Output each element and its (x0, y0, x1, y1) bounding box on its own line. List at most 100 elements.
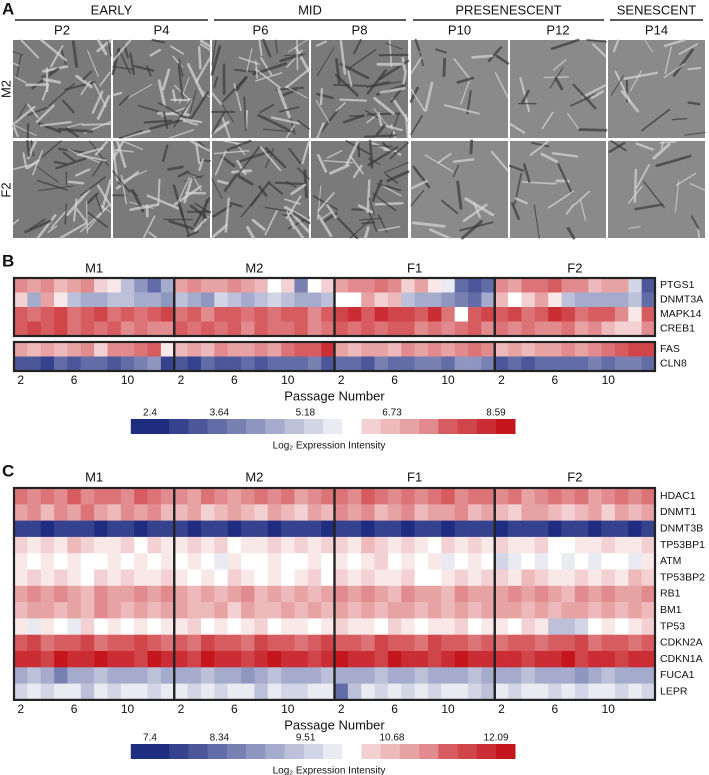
cell-streak (115, 171, 140, 190)
cell-streak (112, 65, 135, 71)
gene-label: FAS (660, 343, 680, 355)
heatmap-cell (361, 618, 375, 635)
heatmap-cell (67, 504, 82, 521)
heatmap-cell (614, 342, 629, 357)
heatmap-cell (561, 618, 576, 635)
heatmap-cell (334, 307, 349, 322)
heatmap-cell (120, 667, 135, 684)
cell-streak (471, 54, 494, 59)
x-tick-label: 2 (178, 373, 185, 387)
heatmap-cell (401, 536, 415, 554)
cell-streak (262, 128, 296, 133)
heatmap-cell (80, 356, 95, 372)
heatmap-cell (628, 683, 642, 701)
heatmap-cell (454, 585, 469, 603)
heatmap-cell (120, 602, 135, 619)
heatmap-cell (267, 634, 282, 652)
heatmap-cell (40, 278, 55, 293)
colorbar-step (361, 419, 381, 434)
heatmap-cell (14, 278, 28, 293)
heatmap-cell (307, 634, 322, 652)
cell-streak (158, 102, 188, 120)
colorbar-title: Log₂ Expression Intensity (273, 766, 386, 775)
heatmap-cell (187, 569, 202, 587)
heatmap-cell (134, 307, 148, 322)
heatmap-cell (80, 683, 95, 701)
cell-streak (633, 168, 638, 203)
heatmap-cell (254, 634, 269, 652)
cell-streak (167, 165, 184, 171)
cell-streak (75, 168, 91, 177)
heatmap-cell (601, 634, 616, 652)
heatmap-cell (241, 569, 255, 587)
heatmap-cell (174, 585, 188, 603)
heatmap-cell (641, 536, 656, 554)
heatmap-cell (94, 618, 108, 635)
cell-streak (62, 99, 75, 114)
heatmap-cell (14, 569, 28, 587)
heatmap-cell (227, 602, 242, 619)
cell-streak (96, 184, 113, 208)
heatmap-cell (347, 553, 362, 570)
cell-streak (38, 185, 74, 192)
cell-streak (335, 102, 346, 112)
heatmap-cell (40, 634, 55, 652)
heatmap-cell (214, 553, 228, 570)
heatmap-cell (54, 585, 68, 603)
heatmap-cell (107, 488, 122, 505)
cell-streak (635, 163, 650, 189)
cell-streak (581, 83, 608, 98)
heatmap-cell (574, 634, 589, 652)
cell-streak (228, 201, 244, 208)
heatmap-cell (67, 292, 82, 308)
heatmap-cell (574, 504, 589, 521)
heatmap-cell (628, 488, 642, 505)
cell-streak (294, 46, 311, 73)
heatmap-cell (387, 504, 402, 521)
x-tick-label: 6 (391, 373, 398, 387)
heatmap-cell (361, 683, 375, 701)
heatmap-cell (468, 683, 482, 701)
heatmap-cell (187, 602, 202, 619)
colorbar-step (265, 419, 285, 434)
heatmap-cell (281, 342, 295, 357)
heatmap-cell (227, 342, 242, 357)
cell-streak (82, 70, 93, 81)
heatmap-cell (534, 321, 549, 337)
heatmap-cell (414, 683, 429, 701)
heatmap-cell (294, 520, 309, 538)
heatmap-cell (361, 536, 375, 554)
heatmap-cell (414, 307, 429, 322)
cell-streak (389, 141, 409, 160)
heatmap-cell (67, 321, 82, 337)
cell-streak (94, 194, 103, 213)
cell-streak (373, 108, 390, 129)
colorbar-title: Log₂ Expression Intensity (273, 441, 386, 452)
heatmap-cell (254, 569, 269, 587)
heatmap-cell (574, 292, 589, 308)
heatmap-cell (374, 278, 389, 293)
cell-streak (385, 42, 404, 50)
heatmap-cell (27, 602, 42, 619)
gene-label: ATM (660, 555, 681, 567)
heatmap-cell (561, 585, 576, 603)
heatmap-cell (321, 618, 335, 635)
x-axis-title: Passage Number (284, 717, 385, 732)
x-tick-label: 6 (71, 373, 78, 387)
cell-streak (442, 57, 447, 78)
cell-streak (565, 203, 575, 215)
heatmap-cell (508, 504, 522, 521)
heatmap-cell (294, 553, 309, 570)
heatmap-cell (334, 667, 349, 684)
heatmap-cell (241, 292, 255, 308)
heatmap-cell (67, 585, 82, 603)
heatmap-cell (241, 618, 255, 635)
heatmap-cell (347, 342, 362, 357)
heatmap-cell (494, 520, 509, 538)
heatmap-cell (147, 488, 162, 505)
heatmap-cell (241, 504, 255, 521)
heatmap-cell (321, 585, 335, 603)
heatmap-cell (281, 488, 295, 505)
heatmap-cell (454, 321, 469, 337)
heatmap-cell (214, 683, 228, 701)
